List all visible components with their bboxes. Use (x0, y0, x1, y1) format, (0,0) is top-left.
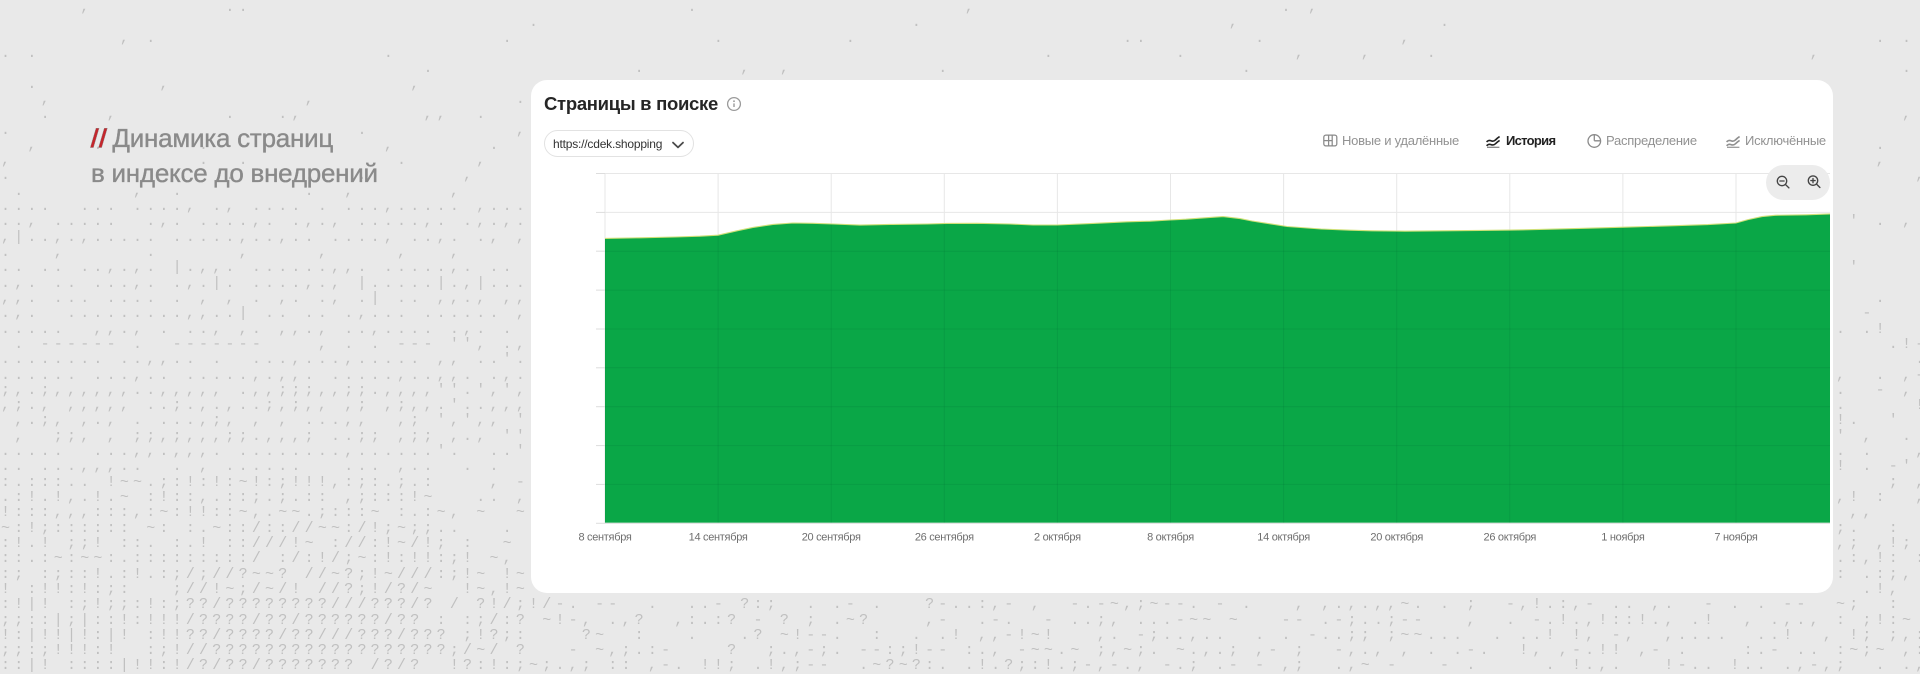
svg-text:26 октября: 26 октября (1484, 532, 1537, 544)
svg-text:20 октября: 20 октября (1370, 532, 1423, 544)
svg-text:2 октября: 2 октября (1034, 532, 1081, 544)
svg-text:14 сентября: 14 сентября (689, 532, 748, 544)
svg-text:14 октября: 14 октября (1257, 532, 1310, 544)
svg-text:8 октября: 8 октября (1147, 532, 1194, 544)
svg-text:8 сентября: 8 сентября (578, 532, 631, 544)
svg-text:26 сентября: 26 сентября (915, 532, 974, 544)
svg-text:20 сентября: 20 сентября (802, 532, 861, 544)
svg-text:1 ноября: 1 ноября (1601, 532, 1645, 544)
svg-text:7 ноября: 7 ноября (1714, 532, 1758, 544)
